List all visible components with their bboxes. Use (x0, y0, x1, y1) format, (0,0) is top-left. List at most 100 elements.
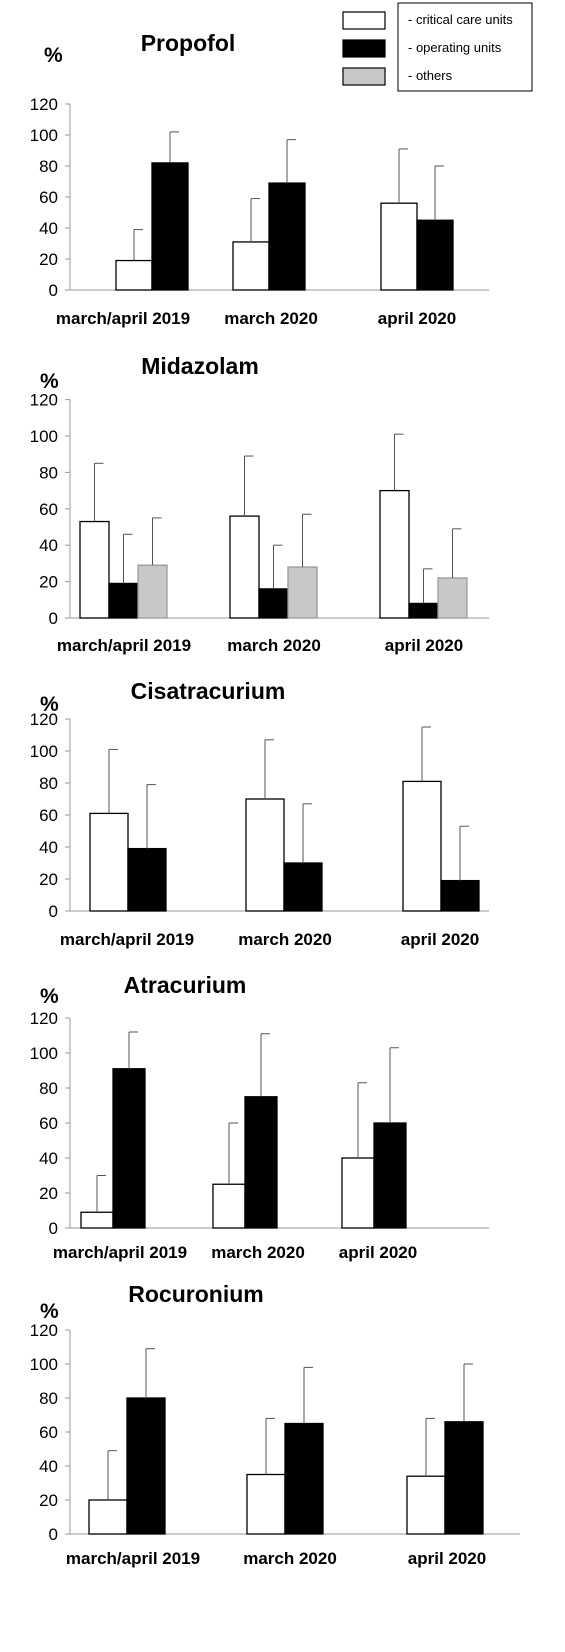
y-tick-label: 20 (39, 870, 58, 889)
legend-swatch (342, 11, 386, 30)
legend: - critical care units - operating units - … (342, 2, 533, 92)
y-tick-label: 120 (30, 391, 58, 410)
bar-operating-units (258, 588, 289, 619)
chart-panel-midazolam: Midazolam% 0 20 40 60 80 100 120 march/april 201… (30, 353, 489, 655)
bar-critical-care-units (79, 520, 110, 619)
legend-swatch (342, 67, 386, 86)
y-tick-label: 120 (30, 1321, 58, 1340)
y-tick-label: 40 (39, 1149, 58, 1168)
y-tick-label: 0 (49, 902, 58, 921)
bar-critical-care-units (88, 1499, 128, 1535)
x-category-label: april 2020 (385, 636, 463, 655)
chart-panel-rocuronium: Rocuronium% 0 20 40 60 80 100 120 march/april 20… (30, 1281, 520, 1568)
bar-operating-units (444, 1421, 484, 1535)
x-category-label: march 2020 (224, 309, 318, 328)
y-tick-label: 120 (30, 95, 58, 114)
bar-critical-care-units (379, 489, 410, 619)
y-tick-label: 60 (39, 500, 58, 519)
bar-critical-care-units (245, 798, 285, 912)
y-tick-label: 80 (39, 463, 58, 482)
y-tick-label: 40 (39, 219, 58, 238)
legend-label: - critical care units (408, 12, 513, 27)
y-tick-label: 80 (39, 1079, 58, 1098)
y-tick-label: 120 (30, 1009, 58, 1028)
bar-operating-units (151, 162, 189, 291)
bar-others (437, 577, 468, 619)
x-category-label: march/april 2019 (56, 309, 190, 328)
x-category-label: march/april 2019 (66, 1549, 200, 1568)
bar-critical-care-units (246, 1473, 286, 1535)
bar-others (137, 564, 168, 619)
x-category-label: march 2020 (243, 1549, 337, 1568)
bar-operating-units (416, 219, 454, 291)
y-tick-label: 60 (39, 806, 58, 825)
legend-frame (397, 2, 533, 92)
x-category-label: march 2020 (227, 636, 321, 655)
x-category-label: april 2020 (401, 930, 479, 949)
legend-label: - others (408, 68, 453, 83)
y-tick-label: 60 (39, 1423, 58, 1442)
bar-operating-units (127, 847, 167, 912)
chart-panel-propofol: Propofol% 0 20 40 60 80 100 120 march/april 2019… (30, 30, 489, 328)
y-tick-label: 80 (39, 1389, 58, 1408)
chart-title: Atracurium (124, 972, 247, 998)
y-tick-label: 20 (39, 1184, 58, 1203)
chart-title: Midazolam (141, 353, 259, 379)
x-category-label: april 2020 (378, 309, 456, 328)
y-tick-label: 0 (49, 609, 58, 628)
legend-label: - operating units (408, 40, 502, 55)
bar-critical-care-units (406, 1475, 446, 1535)
bar-critical-care-units (89, 812, 129, 912)
chart-title: Cisatracurium (131, 678, 286, 704)
y-tick-label: 20 (39, 573, 58, 592)
y-axis-label: % (40, 693, 59, 716)
y-tick-label: 0 (49, 1219, 58, 1238)
x-category-label: march 2020 (238, 930, 332, 949)
bar-critical-care-units (115, 259, 153, 291)
y-tick-label: 100 (30, 126, 58, 145)
bar-operating-units (373, 1122, 407, 1229)
y-tick-label: 60 (39, 188, 58, 207)
y-tick-label: 80 (39, 157, 58, 176)
chart-panels: Propofol% 0 20 40 60 80 100 120 march/april 2019… (30, 30, 520, 1568)
y-tick-label: 40 (39, 838, 58, 857)
x-category-label: march/april 2019 (57, 636, 191, 655)
y-tick-label: 80 (39, 774, 58, 793)
bar-operating-units (108, 582, 139, 619)
bar-operating-units (284, 1422, 324, 1535)
bar-others (287, 566, 318, 619)
chart-title: Propofol (141, 30, 236, 56)
bar-operating-units (244, 1096, 278, 1229)
bar-critical-care-units (402, 780, 442, 912)
y-tick-label: 100 (30, 1355, 58, 1374)
y-axis-label: % (44, 44, 63, 67)
bar-operating-units (126, 1397, 166, 1535)
bar-operating-units (268, 182, 306, 291)
bar-operating-units (440, 879, 480, 912)
y-axis-label: % (40, 1300, 59, 1323)
bar-critical-care-units (229, 515, 260, 619)
x-category-label: april 2020 (339, 1243, 417, 1262)
bar-critical-care-units (341, 1157, 375, 1229)
bar-critical-care-units (80, 1211, 114, 1229)
x-category-label: april 2020 (408, 1549, 486, 1568)
bar-critical-care-units (380, 202, 418, 291)
y-tick-label: 40 (39, 1457, 58, 1476)
legend-swatch (342, 39, 386, 58)
y-tick-label: 60 (39, 1114, 58, 1133)
y-tick-label: 100 (30, 427, 58, 446)
bar-critical-care-units (212, 1183, 246, 1229)
y-tick-label: 20 (39, 1491, 58, 1510)
chart-panel-atracurium: Atracurium% 0 20 40 60 80 100 120 march/april 20… (30, 972, 489, 1262)
chart-panel-cisatracurium: Cisatracurium% 0 20 40 60 80 100 120 march/april… (30, 678, 489, 949)
x-category-label: march/april 2019 (53, 1243, 187, 1262)
x-category-label: march 2020 (211, 1243, 305, 1262)
x-category-label: march/april 2019 (60, 930, 194, 949)
y-tick-label: 0 (49, 1525, 58, 1544)
bar-operating-units (283, 862, 323, 912)
y-tick-label: 120 (30, 710, 58, 729)
bar-critical-care-units (232, 241, 270, 291)
y-tick-label: 100 (30, 1044, 58, 1063)
bar-operating-units (408, 602, 439, 619)
y-tick-label: 40 (39, 536, 58, 555)
